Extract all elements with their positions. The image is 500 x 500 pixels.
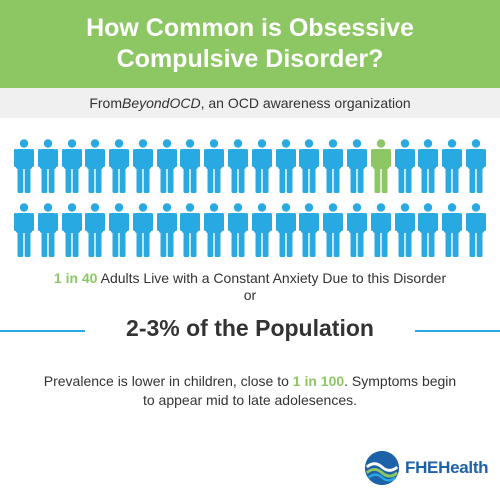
title-line-2: Compulsive Disorder? bbox=[116, 45, 384, 73]
person-icon bbox=[61, 139, 82, 193]
person-icon bbox=[418, 203, 439, 257]
person-icon bbox=[14, 139, 34, 193]
person-icon bbox=[37, 139, 58, 193]
source-band: From BeyondOCD , an OCD awareness organi… bbox=[0, 88, 500, 118]
person-icon bbox=[323, 203, 344, 257]
people-row bbox=[14, 139, 486, 193]
stat-text: Adults Live with a Constant Anxiety Due … bbox=[97, 270, 447, 286]
person-icon bbox=[465, 203, 486, 257]
person-icon bbox=[275, 203, 296, 257]
people-row bbox=[14, 203, 486, 257]
person-icon bbox=[346, 203, 367, 257]
divider-right bbox=[415, 330, 500, 332]
person-icon bbox=[132, 203, 153, 257]
stat-highlight: 1 in 40 bbox=[53, 270, 98, 286]
person-icon bbox=[323, 139, 344, 193]
person-icon bbox=[204, 139, 225, 193]
person-icon bbox=[85, 203, 106, 257]
person-icon bbox=[14, 203, 34, 257]
person-icon bbox=[180, 139, 201, 193]
person-icon bbox=[37, 203, 58, 257]
person-icon bbox=[156, 139, 177, 193]
person-icon bbox=[465, 139, 486, 193]
logo-text: FHEHealth bbox=[405, 458, 489, 478]
person-icon bbox=[204, 203, 225, 257]
person-icon bbox=[418, 139, 439, 193]
person-icon bbox=[228, 139, 249, 193]
source-org: BeyondOCD bbox=[121, 95, 201, 111]
person-icon bbox=[228, 203, 249, 257]
person-icon bbox=[370, 203, 391, 257]
prevalence-text: Prevalence is lower in children, close t… bbox=[40, 372, 460, 410]
person-icon bbox=[394, 139, 415, 193]
people-pictogram bbox=[14, 139, 486, 267]
or-text: or bbox=[243, 287, 257, 303]
person-icon bbox=[442, 139, 463, 193]
prevalence-highlight: 1 in 100 bbox=[292, 373, 345, 389]
header-banner: How Common is Obsessive Compulsive Disor… bbox=[0, 0, 500, 88]
person-icon bbox=[156, 203, 177, 257]
logo-text-part1: FHE bbox=[405, 458, 439, 477]
person-icon bbox=[251, 203, 272, 257]
stat-line: 1 in 40 Adults Live with a Constant Anxi… bbox=[0, 270, 500, 286]
prevalence-part1: Prevalence is lower in children, close t… bbox=[43, 373, 293, 389]
person-icon bbox=[109, 203, 130, 257]
person-icon bbox=[299, 203, 320, 257]
person-icon bbox=[275, 139, 296, 193]
population-text: 2-3% of the Population bbox=[126, 315, 374, 341]
person-icon bbox=[132, 139, 153, 193]
person-icon bbox=[180, 203, 201, 257]
title-line-1: How Common is Obsessive bbox=[86, 14, 414, 42]
person-icon bbox=[442, 203, 463, 257]
wave-circle-icon bbox=[363, 449, 401, 487]
person-icon bbox=[85, 139, 106, 193]
person-icon bbox=[346, 139, 367, 193]
person-icon bbox=[394, 203, 415, 257]
logo-text-part2: Health bbox=[438, 458, 489, 477]
prevalence-part2: . Symptoms begin to appear mid to late a… bbox=[142, 373, 457, 408]
person-icon bbox=[251, 139, 272, 193]
person-icon bbox=[299, 139, 320, 193]
person-icon bbox=[109, 139, 130, 193]
population-row: 2-3% of the Population bbox=[0, 313, 500, 349]
fhe-health-logo: FHEHealth bbox=[363, 448, 493, 488]
person-icon-highlighted bbox=[370, 139, 391, 193]
source-suffix: , an OCD awareness organization bbox=[200, 95, 411, 111]
divider-left bbox=[0, 330, 85, 332]
person-icon bbox=[61, 203, 82, 257]
source-prefix: From bbox=[89, 95, 122, 111]
